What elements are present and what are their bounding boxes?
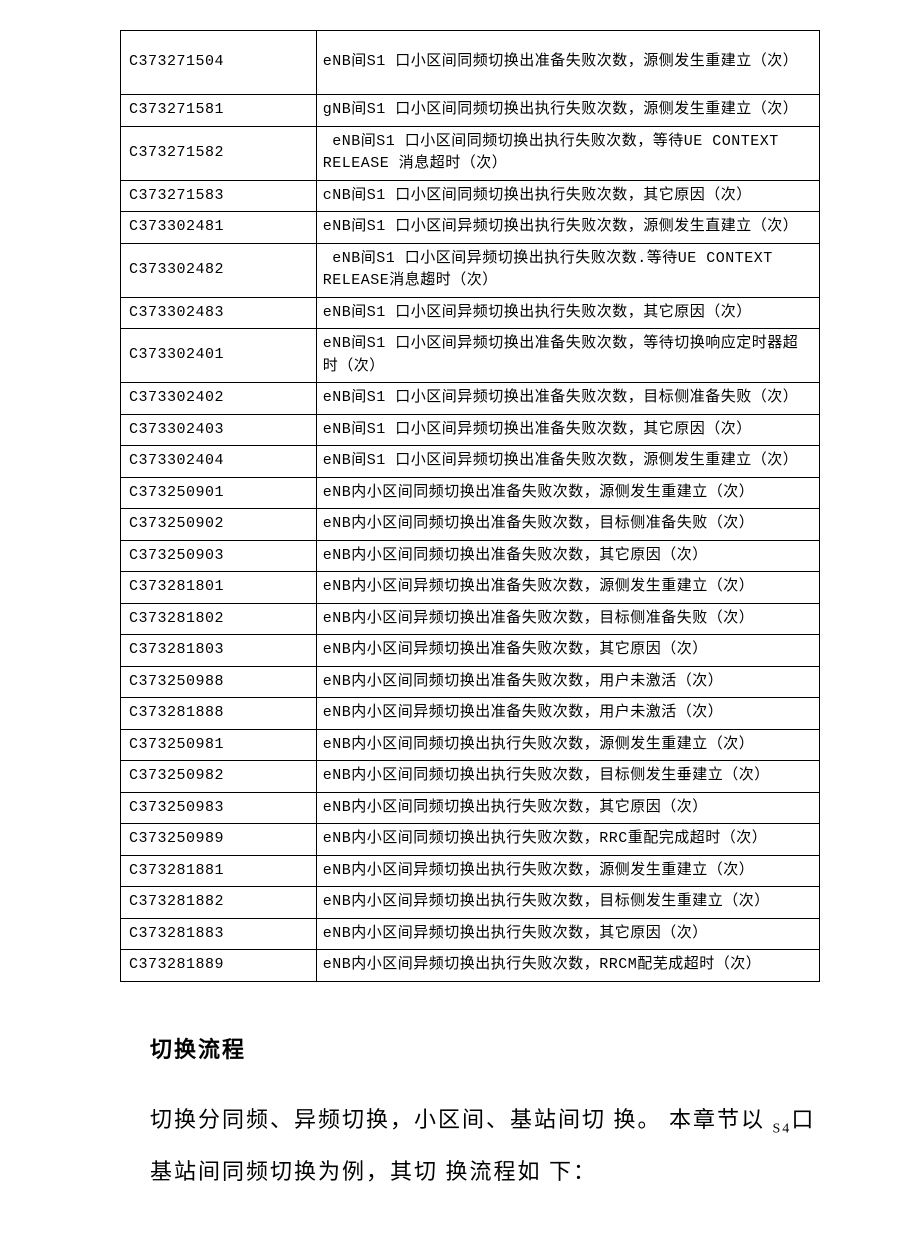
counter-code: C373302481	[121, 212, 317, 244]
counter-description: cNB间S1 口小区间同频切换出执行失败次数，其它原因（次）	[316, 180, 819, 212]
table-row: C373250982eNB内小区间同频切换出执行失败次数，目标侧发生垂建立（次）	[121, 761, 820, 793]
table-row: C373271582 eNB间S1 口小区间同频切换出执行失败次数，等待UE C…	[121, 126, 820, 180]
counter-description: eNB间S1 口小区间异频切换出执行失败次数，其它原因（次）	[316, 297, 819, 329]
counter-code: C373281883	[121, 918, 317, 950]
counter-description: eNB内小区间异频切换出执行失败次数，源侧发生重建立（次）	[316, 855, 819, 887]
counter-description: eNB间S1 口小区间异频切换出准备失败次数，目标侧准备失败（次）	[316, 383, 819, 415]
table-row: C373281883eNB内小区间异频切换出执行失败次数，其它原因（次）	[121, 918, 820, 950]
counter-description: eNB内小区间同频切换出执行失败次数，源侧发生重建立（次）	[316, 729, 819, 761]
counter-code: C373250983	[121, 792, 317, 824]
counter-code: C373250903	[121, 540, 317, 572]
counter-code: C373302483	[121, 297, 317, 329]
table-row: C373250983eNB内小区间同频切换出执行失败次数，其它原因（次）	[121, 792, 820, 824]
counter-description: eNB内小区间异频切换出准备失败次数，源侧发生重建立（次）	[316, 572, 819, 604]
counter-description: gNB间S1 口小区间同频切换出执行失败次数，源侧发生重建立（次）	[316, 95, 819, 127]
counter-description: eNB间S1 口小区间异频切换出执行失败次数.等待UE CONTEXT RELE…	[316, 243, 819, 297]
table-row: C373281888eNB内小区间异频切换出准备失败次数，用户未激活（次）	[121, 698, 820, 730]
table-row: C373302401eNB间S1 口小区间异频切换出准备失败次数，等待切换响应定…	[121, 329, 820, 383]
counter-code: C373302401	[121, 329, 317, 383]
table-row: C373302404eNB间S1 口小区间异频切换出准备失败次数，源侧发生重建立…	[121, 446, 820, 478]
counter-description: eNB间S1 口小区间异频切换出准备失败次数，其它原因（次）	[316, 414, 819, 446]
counter-code: C373281801	[121, 572, 317, 604]
table-row: C373271504eNB间S1 口小区间同频切换出准备失败次数，源侧发生重建立…	[121, 31, 820, 95]
table-row: C373281882eNB内小区间异频切换出执行失败次数，目标侧发生重建立（次）	[121, 887, 820, 919]
counter-description: eNB内小区间异频切换出准备失败次数，目标侧准备失败（次）	[316, 603, 819, 635]
table-row: C373250902eNB内小区间同频切换出准备失败次数，目标侧准备失败（次）	[121, 509, 820, 541]
table-row: C373271583cNB间S1 口小区间同频切换出执行失败次数，其它原因（次）	[121, 180, 820, 212]
counter-code: C373302403	[121, 414, 317, 446]
counter-description: eNB内小区间异频切换出执行失败次数，其它原因（次）	[316, 918, 819, 950]
counter-code: C373281882	[121, 887, 317, 919]
counter-description: eNB内小区间同频切换出准备失败次数，源侧发生重建立（次）	[316, 477, 819, 509]
counter-code: C373271582	[121, 126, 317, 180]
counter-code: C373281888	[121, 698, 317, 730]
table-row: C373281881eNB内小区间异频切换出执行失败次数，源侧发生重建立（次）	[121, 855, 820, 887]
counter-description: eNB间S1 口小区间异频切换出准备失败次数，源侧发生重建立（次）	[316, 446, 819, 478]
counter-code: C373250981	[121, 729, 317, 761]
table-row: C373281802eNB内小区间异频切换出准备失败次数，目标侧准备失败（次）	[121, 603, 820, 635]
counter-description: eNB间S1 口小区间同频切换出执行失败次数，等待UE CONTEXT RELE…	[316, 126, 819, 180]
counter-code: C373271583	[121, 180, 317, 212]
counter-description: eNB间S1 口小区间异频切换出执行失败次数，源侧发生直建立（次）	[316, 212, 819, 244]
counter-code: C373302402	[121, 383, 317, 415]
section-heading: 切换流程	[150, 1032, 820, 1064]
table-row: C373250989eNB内小区间同频切换出执行失败次数，RRC重配完成超时（次…	[121, 824, 820, 856]
counter-code: C373271504	[121, 31, 317, 95]
counter-code: C373281889	[121, 950, 317, 982]
handover-counters-table: C373271504eNB间S1 口小区间同频切换出准备失败次数，源侧发生重建立…	[120, 30, 820, 982]
counter-description: eNB内小区间同频切换出准备失败次数，其它原因（次）	[316, 540, 819, 572]
counter-code: C373250901	[121, 477, 317, 509]
counter-code: C373281881	[121, 855, 317, 887]
table-row: C373271581gNB间S1 口小区间同频切换出执行失败次数，源侧发生重建立…	[121, 95, 820, 127]
counter-description: eNB内小区间异频切换出准备失败次数，用户未激活（次）	[316, 698, 819, 730]
counter-code: C373250989	[121, 824, 317, 856]
table-row: C373281889eNB内小区间异频切换出执行失败次数，RRCM配芜成超时（次…	[121, 950, 820, 982]
table-row: C373281801eNB内小区间异频切换出准备失败次数，源侧发生重建立（次）	[121, 572, 820, 604]
table-row: C373281803eNB内小区间异频切换出准备失败次数，其它原因（次）	[121, 635, 820, 667]
counter-code: C373281802	[121, 603, 317, 635]
counter-description: eNB内小区间异频切换出准备失败次数，其它原因（次）	[316, 635, 819, 667]
table-row: C373302483eNB间S1 口小区间异频切换出执行失败次数，其它原因（次）	[121, 297, 820, 329]
counter-description: eNB内小区间同频切换出准备失败次数，用户未激活（次）	[316, 666, 819, 698]
counter-code: C373271581	[121, 95, 317, 127]
counter-code: C373281803	[121, 635, 317, 667]
counter-description: eNB内小区间同频切换出执行失败次数，其它原因（次）	[316, 792, 819, 824]
table-row: C373302481eNB间S1 口小区间异频切换出执行失败次数，源侧发生直建立…	[121, 212, 820, 244]
counter-description: eNB内小区间异频切换出执行失败次数，目标侧发生重建立（次）	[316, 887, 819, 919]
table-row: C373302402eNB间S1 口小区间异频切换出准备失败次数，目标侧准备失败…	[121, 383, 820, 415]
counter-code: C373250982	[121, 761, 317, 793]
table-row: C373250901eNB内小区间同频切换出准备失败次数，源侧发生重建立（次）	[121, 477, 820, 509]
table-row: C373302482 eNB间S1 口小区间异频切换出执行失败次数.等待UE C…	[121, 243, 820, 297]
counter-code: C373302482	[121, 243, 317, 297]
paragraph-text-prefix: 切换分同频、异频切换，小区间、基站间切 换。 本章节以	[150, 1107, 773, 1132]
counter-description: eNB间S1 口小区间异频切换出准备失败次数，等待切换响应定时器超时（次）	[316, 329, 819, 383]
table-row: C373250903eNB内小区间同频切换出准备失败次数，其它原因（次）	[121, 540, 820, 572]
counter-code: C373302404	[121, 446, 317, 478]
counter-description: eNB内小区间同频切换出执行失败次数，目标侧发生垂建立（次）	[316, 761, 819, 793]
body-paragraph: 切换分同频、异频切换，小区间、基站间切 换。 本章节以 S4口基站间同频切换为例…	[150, 1094, 820, 1200]
counter-description: eNB间S1 口小区间同频切换出准备失败次数，源侧发生重建立（次）	[316, 31, 819, 95]
paragraph-sub: S4	[773, 1121, 792, 1136]
counter-description: eNB内小区间同频切换出执行失败次数，RRC重配完成超时（次）	[316, 824, 819, 856]
table-row: C373250981eNB内小区间同频切换出执行失败次数，源侧发生重建立（次）	[121, 729, 820, 761]
counter-description: eNB内小区间异频切换出执行失败次数，RRCM配芜成超时（次）	[316, 950, 819, 982]
table-row: C373250988eNB内小区间同频切换出准备失败次数，用户未激活（次）	[121, 666, 820, 698]
table-row: C373302403eNB间S1 口小区间异频切换出准备失败次数，其它原因（次）	[121, 414, 820, 446]
counter-description: eNB内小区间同频切换出准备失败次数，目标侧准备失败（次）	[316, 509, 819, 541]
counter-code: C373250988	[121, 666, 317, 698]
counter-code: C373250902	[121, 509, 317, 541]
